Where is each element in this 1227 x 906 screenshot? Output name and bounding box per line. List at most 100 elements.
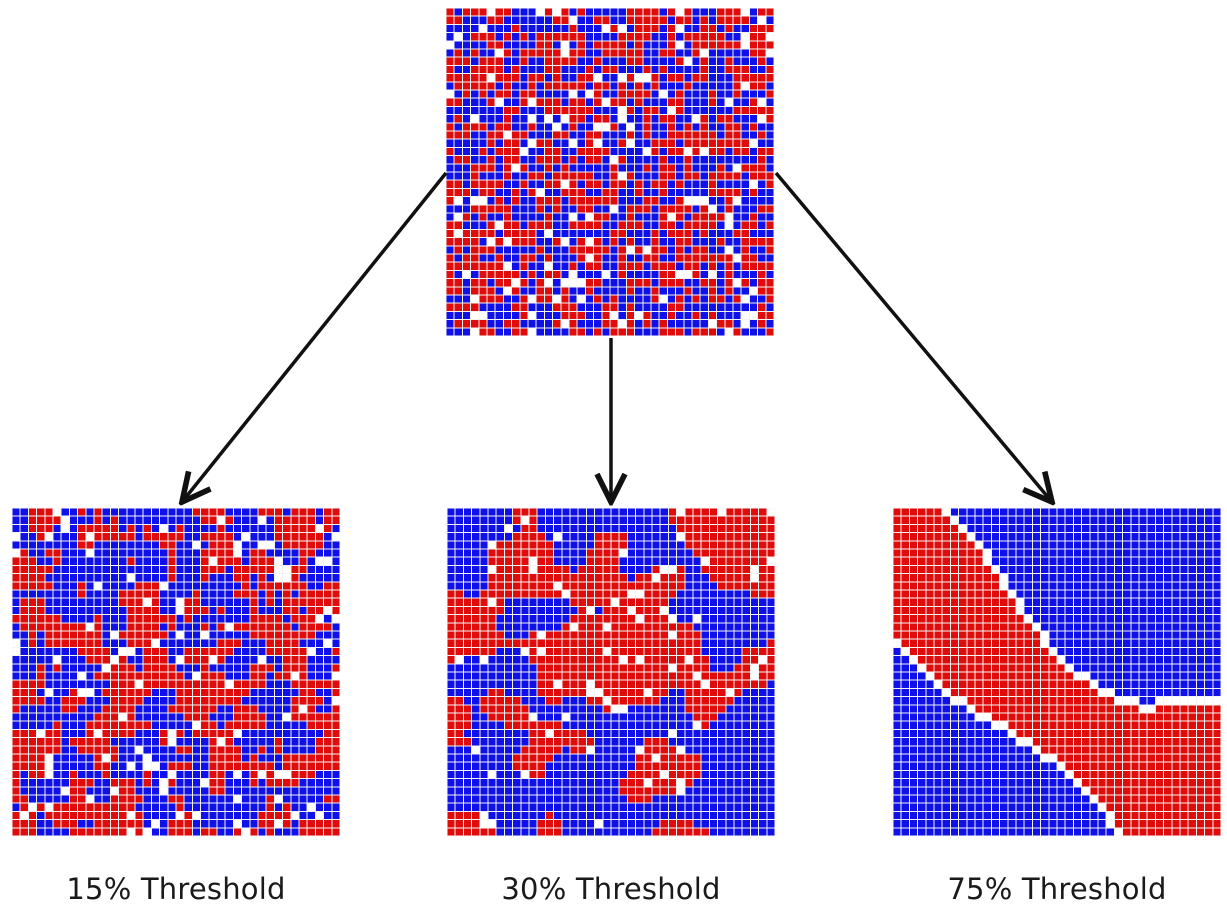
cell-group-a (184, 680, 192, 688)
cell-empty (718, 508, 726, 516)
cell-group-a (901, 541, 909, 549)
cell-group-b (503, 295, 512, 303)
cell-group-b (299, 779, 307, 787)
cell-group-b (595, 606, 603, 615)
cell-group-a (561, 295, 569, 303)
cell-group-a (274, 615, 283, 623)
cell-group-b (734, 729, 742, 738)
cell-empty (676, 24, 684, 33)
cell-group-b (734, 803, 742, 811)
cell-group-a (619, 574, 627, 582)
cell-group-a (569, 221, 577, 229)
cell-group-a (521, 549, 529, 557)
cell-group-a (20, 738, 28, 746)
cell-group-a (901, 508, 909, 516)
cell-group-b (242, 820, 250, 828)
cell-group-b (168, 598, 176, 606)
cell-group-b (636, 516, 644, 524)
cell-group-b (692, 106, 700, 115)
cell-group-b (512, 295, 520, 303)
cell-group-b (53, 754, 61, 762)
cell-group-b (652, 557, 660, 565)
cell-group-b (463, 787, 472, 795)
cell-group-a (513, 541, 521, 549)
cell-empty (488, 820, 496, 828)
cell-group-b (455, 754, 463, 762)
cell-empty (586, 606, 595, 615)
cell-group-a (659, 156, 667, 164)
cell-group-a (110, 828, 119, 836)
cell-empty (127, 574, 135, 582)
cell-group-b (651, 115, 659, 123)
cell-group-a (554, 574, 562, 582)
cell-group-b (626, 197, 635, 205)
cell-group-b (274, 606, 283, 615)
cell-group-a (471, 303, 479, 311)
cell-group-b (627, 549, 636, 557)
cell-group-a (184, 811, 192, 820)
cell-group-a (544, 270, 553, 279)
cell-group-b (168, 754, 176, 762)
cell-group-b (758, 197, 766, 205)
cell-group-a (332, 688, 340, 697)
cell-group-b (594, 320, 602, 328)
cell-group-b (618, 65, 626, 74)
cell-group-a (307, 828, 315, 836)
cell-group-b (225, 590, 233, 598)
cell-group-a (611, 606, 619, 615)
cell-group-b (595, 787, 603, 795)
cell-group-b (685, 590, 693, 598)
cell-group-a (618, 139, 626, 147)
cell-group-a (12, 828, 20, 836)
cell-group-a (626, 8, 635, 16)
cell-group-a (53, 557, 61, 565)
cell-group-a (668, 754, 677, 762)
cell-group-a (69, 787, 78, 795)
cell-group-a (545, 582, 554, 590)
cell-group-b (78, 598, 86, 606)
cell-group-b (578, 820, 586, 828)
cell-group-a (503, 229, 512, 238)
cell-group-b (635, 139, 643, 147)
cell-group-a (536, 246, 544, 254)
cell-group-b (462, 106, 471, 115)
cell-group-b (242, 811, 250, 820)
cell-group-a (463, 623, 472, 631)
cell-group-b (94, 549, 102, 557)
cell-group-a (110, 516, 119, 524)
cell-group-b (20, 639, 28, 647)
cell-group-a (20, 574, 28, 582)
cell-group-b (37, 779, 45, 787)
cell-group-a (495, 180, 503, 188)
cell-group-b (1090, 524, 1098, 533)
cell-group-a (537, 574, 545, 582)
cell-group-b (192, 664, 201, 672)
cell-group-a (667, 49, 676, 57)
cell-group-b (242, 549, 250, 557)
cell-group-b (479, 238, 487, 246)
cell-group-b (544, 320, 553, 328)
cell-group-b (324, 615, 332, 623)
cell-empty (554, 533, 562, 541)
cell-group-b (726, 820, 734, 828)
cell-group-a (446, 16, 454, 24)
cell-group-b (283, 688, 291, 697)
cell-group-b (644, 541, 652, 549)
cell-group-b (233, 533, 242, 541)
cell-group-a (266, 557, 274, 565)
cell-group-b (659, 303, 667, 311)
cell-group-b (487, 172, 495, 180)
cell-group-b (488, 787, 496, 795)
cell-group-a (192, 598, 201, 606)
cell-group-b (684, 41, 692, 49)
cell-empty (143, 598, 151, 606)
cell-group-a (742, 574, 750, 582)
cell-group-b (61, 565, 69, 574)
cell-empty (749, 180, 758, 188)
cell-group-b (603, 820, 611, 828)
cell-group-a (618, 262, 626, 270)
cell-group-a (644, 647, 652, 656)
cell-group-b (520, 205, 528, 213)
cell-group-b (726, 598, 734, 606)
cell-group-a (266, 779, 274, 787)
